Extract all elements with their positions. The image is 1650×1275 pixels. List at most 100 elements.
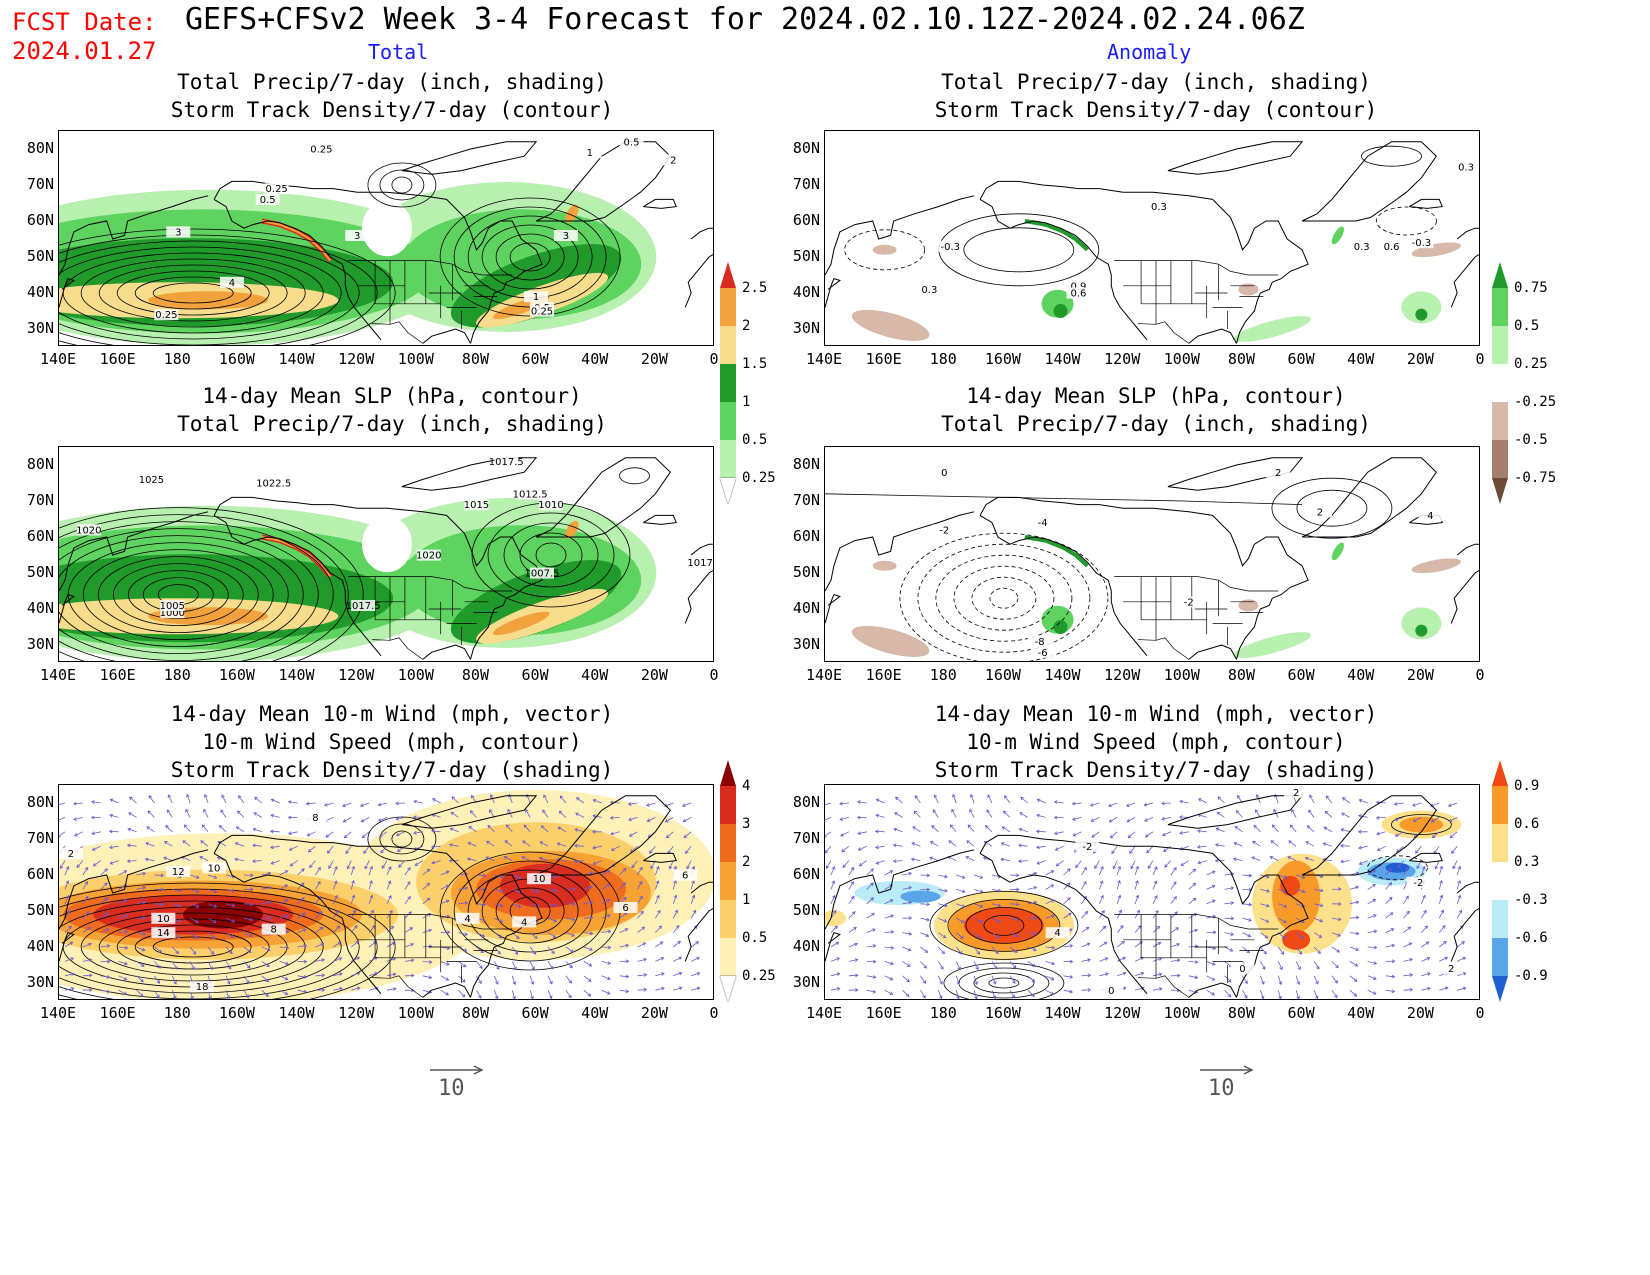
longitude-label: 160W [984, 666, 1021, 684]
longitude-label: 140E [39, 666, 77, 684]
longitude-label: 100W [1163, 666, 1200, 684]
colorbar-label: 3 [742, 816, 751, 832]
contour-label: 0 [1239, 964, 1245, 975]
longitude-label: 160W [218, 666, 255, 684]
coastline-layer [825, 141, 1479, 344]
panel5-title: 14-day Mean 10-m Wind (mph, vector) 10-m… [42, 700, 742, 784]
contour-label: 8 [271, 925, 277, 936]
latitude-label: 30N [792, 319, 820, 337]
column-title-total: Total [368, 40, 429, 64]
longitude-label: 40W [581, 1004, 609, 1022]
fcst-date-label: FCST Date: [12, 8, 157, 36]
longitude-label: 0 [709, 350, 719, 368]
colorbar-arrow-top-icon [720, 760, 736, 786]
latitude-label: 70N [26, 829, 54, 847]
latitude-label: 30N [792, 973, 820, 991]
colorbar-segment [1492, 288, 1508, 326]
latitude-label: 50N [792, 901, 820, 919]
contour-label: 18 [196, 982, 209, 993]
latitude-label: 80N [26, 455, 54, 473]
contour-labels: 0 -2 -4 2 4 -8-6 -2 2 [932, 466, 1443, 659]
vector-reference-arrow-icon [1200, 1065, 1254, 1075]
shading-layer [59, 458, 657, 661]
panel2-title-line2: Storm Track Density/7-day (contour) [934, 98, 1378, 122]
latitude-label: 70N [26, 491, 54, 509]
latitude-label: 30N [26, 319, 54, 337]
colorbar-segment [720, 786, 736, 824]
panel3-title-line1: 14-day Mean SLP (hPa, contour) [202, 384, 582, 408]
longitude-label: 140W [1044, 666, 1081, 684]
longitude-label: 80W [461, 350, 489, 368]
colorbar-segment [720, 440, 736, 478]
longitude-label: 0 [1475, 666, 1485, 684]
panel5-title-line2: 10-m Wind Speed (mph, contour) [202, 730, 582, 754]
contour-label: 0.3 [921, 285, 937, 296]
contour-layer [844, 145, 1437, 287]
shading-layer [851, 535, 1461, 658]
latitude-label: 60N [26, 527, 54, 545]
latitude-label: 60N [792, 211, 820, 229]
longitude-label: 60W [521, 666, 549, 684]
latitude-label: 80N [792, 139, 820, 157]
colorbar-segment [1492, 402, 1508, 440]
latitude-label: 80N [792, 455, 820, 473]
map-panel-anomaly-wind-storm: 2 4 -2 0 2 -2 0 [824, 784, 1480, 1000]
colorbar-arrow-bottom-icon [720, 478, 736, 504]
map-canvas: 0.3-0.30.3 0.90.60.3-0.30.3 0.6 [825, 141, 1479, 344]
colorbar-segment [1492, 938, 1508, 976]
longitude-label: 160E [865, 350, 902, 368]
map-panel-anomaly-slp-precip: 0 -2 -4 2 4 -8 -6 -2 2 [824, 446, 1480, 662]
longitude-label: 20W [1406, 350, 1434, 368]
contour-label: 1010 [538, 500, 563, 511]
colorbar-label: -0.25 [1514, 394, 1557, 410]
colorbar-segment [1492, 824, 1508, 862]
contour-label: -2 [939, 525, 949, 536]
colorbar-segment [720, 402, 736, 440]
contour-label: 1025 [139, 475, 164, 486]
latitude-label: 40N [792, 937, 820, 955]
colorbar-arrow-top-icon [1492, 760, 1508, 786]
colorbar-segment [720, 824, 736, 862]
contour-label: -0.3 [940, 242, 960, 253]
shading-layer [825, 810, 1462, 961]
longitude-label: 80W [1227, 350, 1255, 368]
contour-label: -0.3 [1412, 238, 1432, 249]
longitude-label: 180 [163, 1004, 191, 1022]
longitude-label: 160W [218, 350, 255, 368]
colorbar-segment [1492, 364, 1508, 402]
colorbar-label: 0.25 [742, 968, 776, 984]
latitude-label: 60N [26, 211, 54, 229]
longitude-label: 120W [338, 666, 375, 684]
contour-label: 3 [175, 227, 181, 238]
longitude-label: 0 [709, 666, 719, 684]
contour-label: 4 [464, 914, 470, 925]
main-title: GEFS+CFSv2 Week 3-4 Forecast for 2024.02… [185, 2, 1305, 37]
panel5-title-line1: 14-day Mean 10-m Wind (mph, vector) [170, 702, 614, 726]
longitude-label: 80W [1227, 666, 1255, 684]
contour-label: 10 [533, 874, 546, 885]
contour-label: 2 [1275, 468, 1281, 479]
contour-label: 3 [563, 231, 569, 242]
longitude-label: 140W [1044, 1004, 1081, 1022]
vector-reference-right [1198, 1062, 1258, 1081]
contour-layer [59, 162, 621, 345]
longitude-label: 100W [397, 1004, 434, 1022]
longitude-label: 160W [984, 350, 1021, 368]
longitude-label: 120W [1104, 666, 1141, 684]
latitude-label: 50N [792, 563, 820, 581]
longitude-label: 100W [1163, 1004, 1200, 1022]
latitude-label: 70N [792, 491, 820, 509]
colorbar-label: -0.3 [1514, 892, 1548, 908]
colorbar-label: 0.5 [742, 432, 768, 448]
colorbar-segment [720, 938, 736, 976]
column-title-anomaly: Anomaly [1107, 40, 1192, 64]
colorbar-label: 4 [742, 778, 751, 794]
contour-label: 10 [208, 863, 221, 874]
latitude-label: 80N [792, 793, 820, 811]
longitude-label: 80W [1227, 1004, 1255, 1022]
longitude-label: 100W [397, 666, 434, 684]
contour-label: 1017.5 [489, 457, 524, 468]
coastline-layer [825, 457, 1479, 660]
contour-labels: 12 10 10 14 8 8 6 10 6 4 2 18 4 [59, 812, 698, 993]
